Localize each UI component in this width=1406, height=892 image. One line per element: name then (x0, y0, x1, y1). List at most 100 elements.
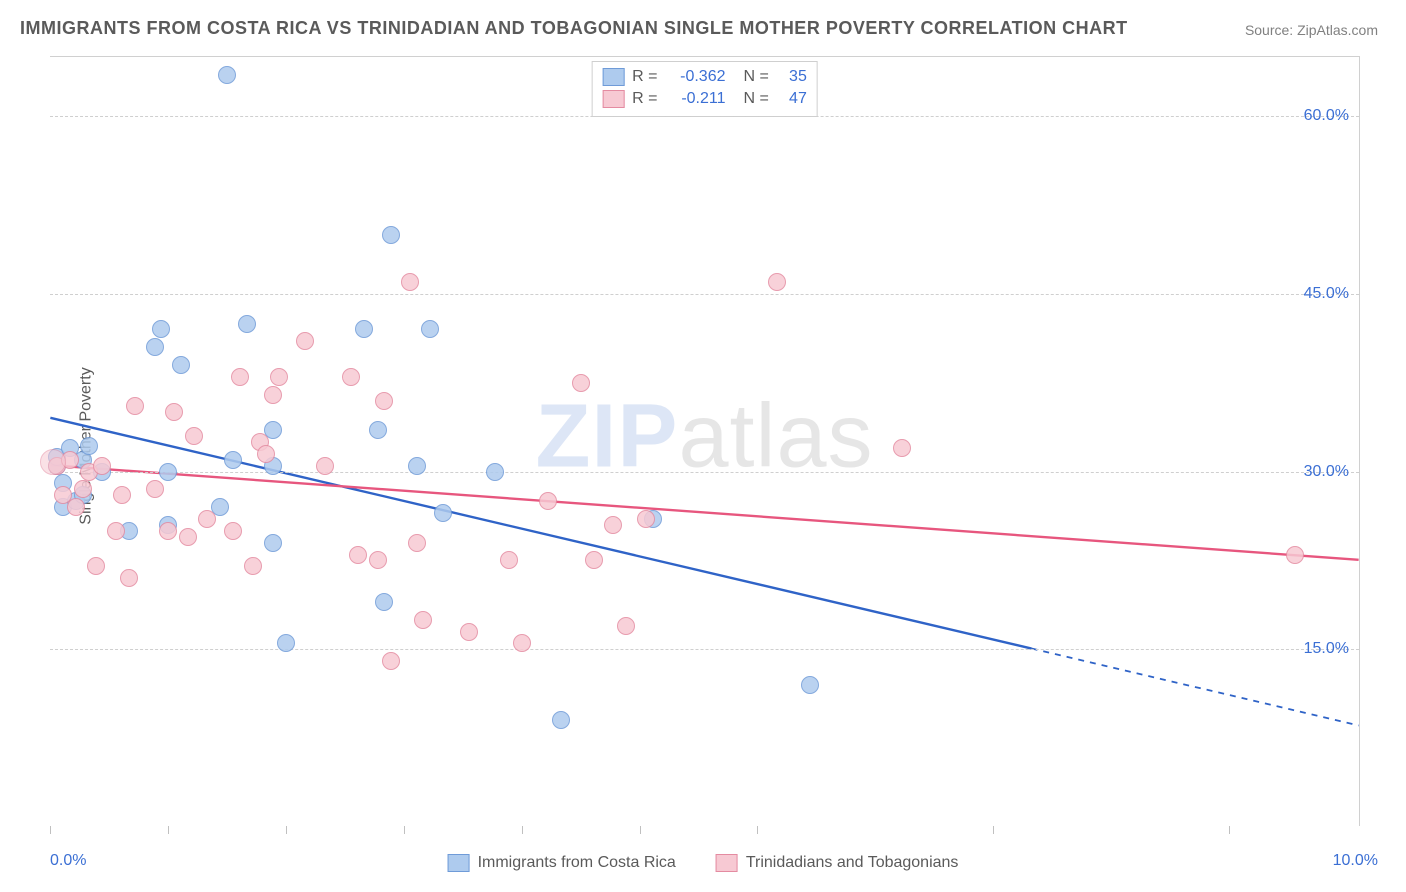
point-trinidad (87, 557, 105, 575)
x-axis-max-label: 10.0% (1333, 852, 1378, 870)
legend-r-value-2: -0.211 (666, 90, 726, 108)
point-cluster (40, 449, 66, 475)
legend-label-trinidad: Trinidadians and Tobagonians (746, 854, 959, 872)
point-costa-rica (218, 66, 236, 84)
gridline (50, 294, 1359, 295)
point-trinidad (408, 534, 426, 552)
point-trinidad (382, 652, 400, 670)
y-tick-label: 15.0% (1304, 640, 1349, 658)
x-tick (1229, 826, 1230, 834)
point-costa-rica (552, 711, 570, 729)
point-trinidad (296, 332, 314, 350)
legend-r-value-1: -0.362 (666, 68, 726, 86)
legend-row-1: R = -0.362 N = 35 (602, 66, 807, 88)
point-costa-rica (238, 315, 256, 333)
point-costa-rica (224, 451, 242, 469)
legend-swatch-trinidad (716, 854, 738, 872)
point-costa-rica (146, 338, 164, 356)
legend-swatch-costa-rica (448, 854, 470, 872)
legend-r-label: R = (632, 68, 657, 86)
point-trinidad (270, 368, 288, 386)
legend-n-value-1: 35 (777, 68, 807, 86)
point-trinidad (74, 480, 92, 498)
point-trinidad (113, 486, 131, 504)
point-trinidad (185, 427, 203, 445)
correlation-legend: R = -0.362 N = 35 R = -0.211 N = 47 (591, 61, 818, 117)
legend-r-label: R = (632, 90, 657, 108)
point-trinidad (342, 368, 360, 386)
point-trinidad (257, 445, 275, 463)
point-trinidad (93, 457, 111, 475)
point-trinidad (165, 403, 183, 421)
point-trinidad (179, 528, 197, 546)
point-costa-rica (152, 320, 170, 338)
point-trinidad (146, 480, 164, 498)
gridline (50, 116, 1359, 117)
point-trinidad (349, 546, 367, 564)
point-trinidad (617, 617, 635, 635)
point-costa-rica (277, 634, 295, 652)
scatter-plot-area: ZIPatlas R = -0.362 N = 35 R = -0.211 N … (50, 56, 1360, 826)
point-trinidad (460, 623, 478, 641)
point-trinidad (316, 457, 334, 475)
point-trinidad (572, 374, 590, 392)
point-trinidad (244, 557, 262, 575)
point-trinidad (159, 522, 177, 540)
point-costa-rica (80, 437, 98, 455)
point-costa-rica (801, 676, 819, 694)
point-trinidad (107, 522, 125, 540)
x-tick (286, 826, 287, 834)
point-trinidad (231, 368, 249, 386)
series-legend: Immigrants from Costa Rica Trinidadians … (448, 854, 959, 872)
point-trinidad (264, 386, 282, 404)
point-costa-rica (382, 226, 400, 244)
x-tick (993, 826, 994, 834)
trend-lines (50, 57, 1359, 826)
legend-swatch-trinidad (602, 90, 624, 108)
point-costa-rica (486, 463, 504, 481)
point-trinidad (198, 510, 216, 528)
point-costa-rica (408, 457, 426, 475)
point-trinidad (414, 611, 432, 629)
point-trinidad (539, 492, 557, 510)
point-trinidad (375, 392, 393, 410)
x-tick (168, 826, 169, 834)
source-label: Source: ZipAtlas.com (1245, 22, 1378, 38)
point-trinidad (604, 516, 622, 534)
x-axis-min-label: 0.0% (50, 852, 86, 870)
legend-row-2: R = -0.211 N = 47 (602, 88, 807, 110)
chart-title: IMMIGRANTS FROM COSTA RICA VS TRINIDADIA… (20, 18, 1128, 39)
point-trinidad (1286, 546, 1304, 564)
legend-n-value-2: 47 (777, 90, 807, 108)
point-costa-rica (355, 320, 373, 338)
legend-item-trinidad: Trinidadians and Tobagonians (716, 854, 959, 872)
point-costa-rica (434, 504, 452, 522)
point-trinidad (401, 273, 419, 291)
x-tick (404, 826, 405, 834)
point-trinidad (893, 439, 911, 457)
point-trinidad (67, 498, 85, 516)
legend-n-label: N = (744, 68, 769, 86)
x-tick (757, 826, 758, 834)
x-tick (640, 826, 641, 834)
point-trinidad (224, 522, 242, 540)
point-costa-rica (375, 593, 393, 611)
gridline (50, 649, 1359, 650)
point-costa-rica (172, 356, 190, 374)
point-trinidad (126, 397, 144, 415)
point-trinidad (513, 634, 531, 652)
x-tick (522, 826, 523, 834)
point-costa-rica (159, 463, 177, 481)
y-tick-label: 45.0% (1304, 285, 1349, 303)
gridline (50, 472, 1359, 473)
legend-label-costa-rica: Immigrants from Costa Rica (478, 854, 676, 872)
y-tick-label: 30.0% (1304, 463, 1349, 481)
legend-swatch-costa-rica (602, 68, 624, 86)
point-costa-rica (421, 320, 439, 338)
point-trinidad (637, 510, 655, 528)
legend-n-label: N = (744, 90, 769, 108)
point-trinidad (369, 551, 387, 569)
y-tick-label: 60.0% (1304, 107, 1349, 125)
x-tick (50, 826, 51, 834)
point-trinidad (585, 551, 603, 569)
